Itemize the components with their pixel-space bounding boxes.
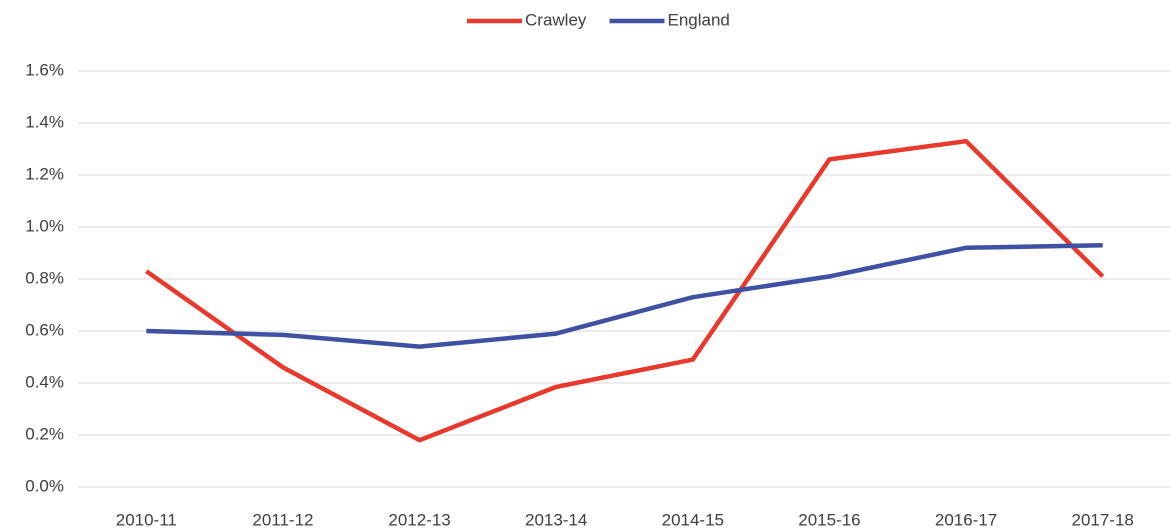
y-tick-label: 0.0% [25,476,64,495]
y-tick-label: 1.2% [25,164,64,183]
series-line [146,242,1103,349]
y-tick-label: 1.0% [25,216,64,235]
y-tick-label: 1.6% [25,60,64,79]
y-tick-label: 0.2% [25,424,64,443]
legend-label: Crawley [525,10,587,29]
x-tick-label: 2015-16 [798,510,860,529]
x-tick-label: 2012-13 [388,510,450,529]
y-tick-label: 0.4% [25,372,64,391]
legend-label: England [668,10,730,29]
y-tick-label: 0.6% [25,320,64,339]
series-line [145,138,1105,443]
x-tick-label: 2010-11 [116,510,177,529]
x-tick-label: 2011-12 [252,510,313,529]
x-tick-label: 2013-14 [525,510,587,529]
x-tick-label: 2017-18 [1071,510,1133,529]
y-tick-label: 0.8% [25,268,64,287]
x-tick-label: 2016-17 [935,510,997,529]
x-tick-label: 2014-15 [662,510,724,529]
y-tick-label: 1.4% [25,112,64,131]
